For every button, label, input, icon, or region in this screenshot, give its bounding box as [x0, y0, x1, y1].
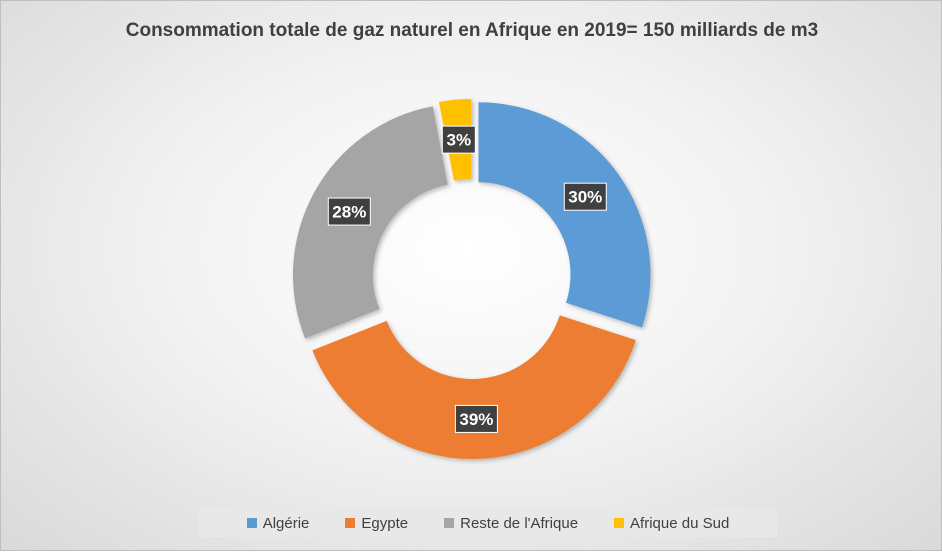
data-label-text: 30% — [568, 188, 602, 207]
legend-swatch — [345, 518, 356, 528]
legend: Algérie Egypte Reste de l'Afrique Afrique d… — [199, 509, 777, 537]
legend-label: Egypte — [361, 514, 409, 532]
slice-alg-rie — [478, 102, 651, 328]
legend-item: Reste de l'Afrique — [444, 515, 578, 532]
legend-swatch — [614, 518, 625, 528]
data-label: 3% — [441, 125, 476, 154]
legend-label: Reste de l'Afrique — [460, 514, 579, 532]
legend-label: Afrique du Sud — [630, 514, 730, 532]
data-label-text: 3% — [447, 131, 472, 150]
legend-swatch — [444, 518, 455, 528]
data-label-box — [327, 197, 371, 226]
legend-item: Afrique du Sud — [614, 515, 729, 532]
legend-item: Algérie — [246, 514, 310, 532]
legend-swatch — [246, 518, 257, 528]
data-label-text: 28% — [332, 203, 366, 222]
data-label-box — [563, 182, 607, 211]
slice-egypte — [312, 315, 636, 459]
legend-label: Algérie — [262, 514, 310, 532]
data-label: 39% — [454, 404, 498, 433]
chart-title: Consommation totale de gaz naturel en Af… — [125, 20, 819, 41]
data-label-box — [441, 125, 476, 154]
data-label: 30% — [563, 182, 607, 211]
data-label: 28% — [327, 197, 371, 226]
legend-item: Egypte — [345, 515, 408, 532]
data-label-text: 39% — [459, 410, 493, 429]
data-label-box — [454, 404, 498, 433]
